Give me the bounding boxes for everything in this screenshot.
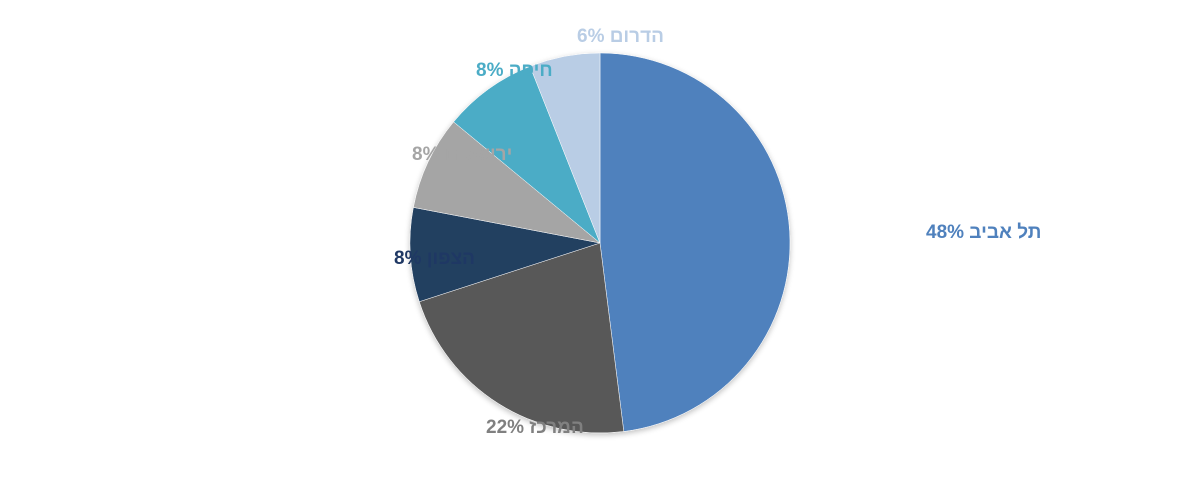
pie-labels: תל אביב 48% המרכז 22% הצפון 8% ירושלים 8% חי… xyxy=(394,26,1041,438)
pie-slice xyxy=(418,242,625,434)
pie-slice xyxy=(409,207,601,303)
slice-data-label: המרכז 22% xyxy=(486,417,584,438)
slice-data-label: הדרום 6% xyxy=(577,26,664,47)
slice-data-label: תל אביב 48% xyxy=(926,222,1041,243)
pie-slice xyxy=(599,52,791,432)
pie-slice xyxy=(413,121,601,244)
pie-slice xyxy=(453,66,601,244)
slice-data-label: הצפון 8% xyxy=(394,248,475,269)
pie-slices xyxy=(409,52,791,434)
pie-slice xyxy=(529,52,601,244)
slice-data-label: ירושלים 8% xyxy=(412,144,512,165)
slice-data-label: חיפה 8% xyxy=(476,60,553,81)
